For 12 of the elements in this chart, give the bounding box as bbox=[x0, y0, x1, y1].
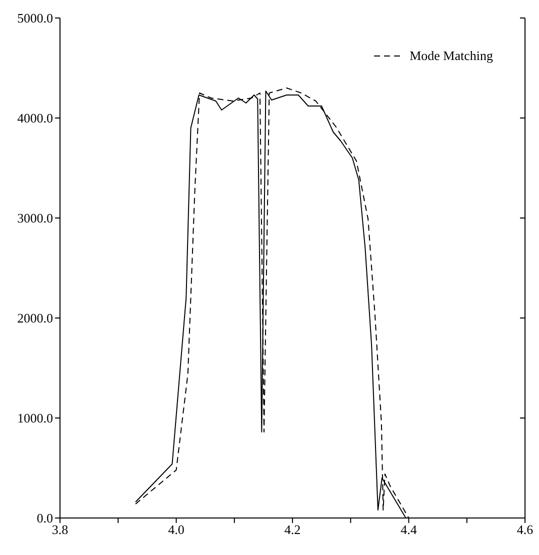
legend-label: Mode Matching bbox=[410, 48, 493, 64]
x-tick-label: 4.4 bbox=[400, 522, 418, 538]
x-tick-label: 4.2 bbox=[284, 522, 301, 538]
y-tick-label: 1000.0 bbox=[17, 410, 53, 426]
y-tick-label: 4000.0 bbox=[17, 110, 53, 126]
x-tick-label: 3.8 bbox=[52, 522, 68, 538]
y-tick-label: 0.0 bbox=[36, 510, 53, 526]
x-tick-label: 4.6 bbox=[516, 522, 534, 538]
x-tick-label: 4.0 bbox=[168, 522, 184, 538]
y-tick-label: 5000.0 bbox=[17, 10, 53, 26]
y-tick-label: 3000.0 bbox=[17, 210, 53, 226]
y-tick-label: 2000.0 bbox=[17, 310, 53, 326]
